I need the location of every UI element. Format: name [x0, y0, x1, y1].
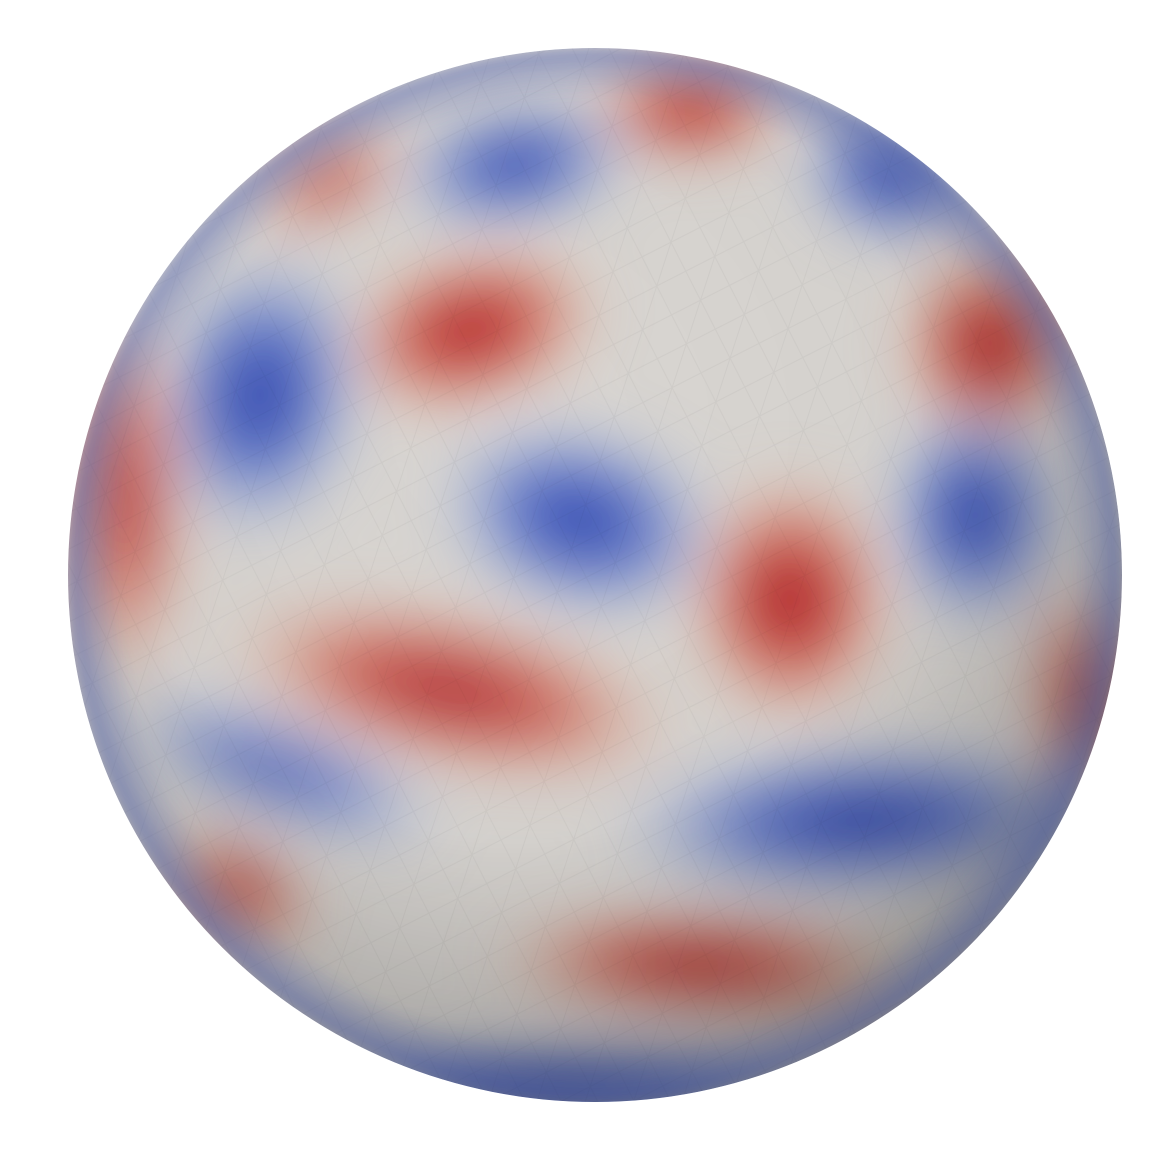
- rim-edge: [68, 48, 1122, 1102]
- sphere-surface: [68, 48, 1122, 1102]
